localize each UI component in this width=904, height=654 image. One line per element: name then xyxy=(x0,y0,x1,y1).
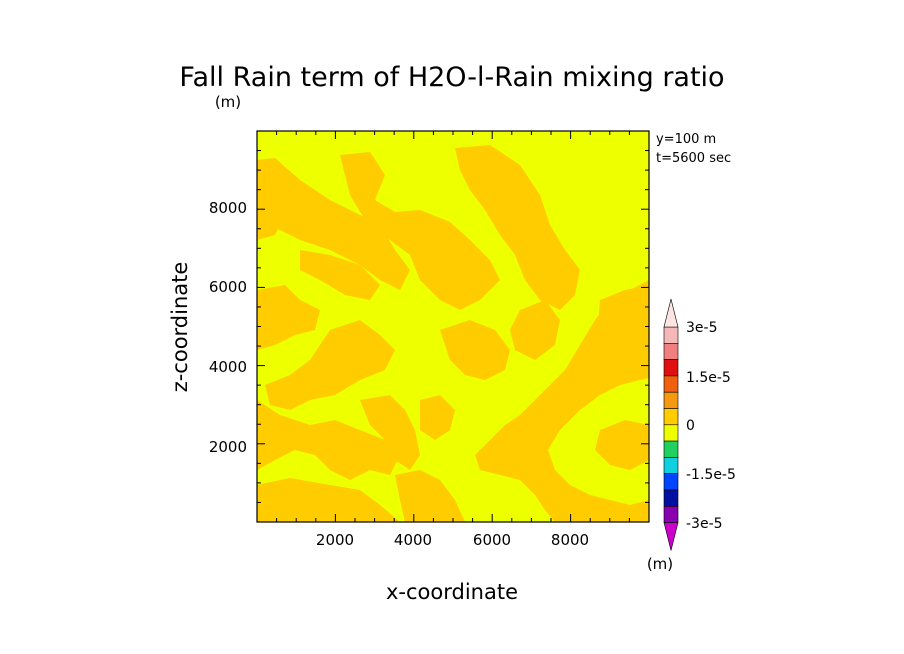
colorbar-label: 3e-5 xyxy=(686,320,717,336)
field-patch xyxy=(300,250,380,300)
colorbar xyxy=(663,298,679,551)
colorbar-top-arrow xyxy=(663,298,679,328)
y-tick-label: 4000 xyxy=(209,358,247,376)
colorbar-label: 1.5e-5 xyxy=(686,370,731,386)
field-patch xyxy=(257,190,285,240)
field-patch xyxy=(595,420,649,470)
field-patch xyxy=(257,478,400,522)
y-tick-label: 2000 xyxy=(209,438,247,456)
annotation-y: y=100 m xyxy=(656,132,716,147)
plot-area xyxy=(257,131,649,522)
colorbar-label: -3e-5 xyxy=(686,516,723,532)
colorbar-label: -1.5e-5 xyxy=(686,467,736,483)
colorbar-segment xyxy=(663,424,679,442)
colorbar-segment xyxy=(663,375,679,393)
chart-title: Fall Rain term of H2O-l-Rain mixing rati… xyxy=(179,62,724,93)
field-patch xyxy=(265,320,395,410)
colorbar-segment xyxy=(663,457,679,474)
field-patch xyxy=(257,400,400,480)
field-patches xyxy=(257,145,649,522)
colorbar-segment xyxy=(663,440,679,458)
field-patch xyxy=(257,158,410,290)
colorbar-segment xyxy=(663,505,679,523)
colorbar-bottom-arrow xyxy=(663,522,679,551)
y-axis-label: z-coordinate xyxy=(168,262,192,393)
field-patch xyxy=(455,145,580,310)
field-patch xyxy=(360,395,420,470)
field-patch xyxy=(595,285,649,365)
x-axis-label: x-coordinate xyxy=(386,580,518,604)
annotation-t: t=5600 sec xyxy=(656,151,731,166)
colorbar-label: 0 xyxy=(686,418,695,434)
colorbar-segment xyxy=(663,489,679,507)
x-tick-label: 2000 xyxy=(316,531,354,549)
axis-ticks xyxy=(257,131,649,522)
colorbar-segment xyxy=(663,359,679,377)
field-patch xyxy=(395,470,465,522)
colorbar-segment xyxy=(663,326,679,344)
field-patch xyxy=(340,152,500,310)
title-unit: (m) xyxy=(215,93,241,111)
field-patch xyxy=(510,300,560,360)
colorbar-unit: (m) xyxy=(647,555,673,573)
colorbar-segment xyxy=(663,342,679,360)
x-tick-label: 4000 xyxy=(394,531,432,549)
x-tick-label: 8000 xyxy=(551,531,589,549)
field-patch xyxy=(420,395,455,440)
field-patch xyxy=(257,285,320,350)
y-tick-label: 8000 xyxy=(209,199,247,217)
colorbar-segment xyxy=(663,408,679,426)
field-patch xyxy=(440,320,510,380)
x-tick-label: 6000 xyxy=(473,531,511,549)
y-tick-label: 6000 xyxy=(209,278,247,296)
colorbar-segment xyxy=(663,473,679,491)
colorbar-segment xyxy=(663,391,679,409)
